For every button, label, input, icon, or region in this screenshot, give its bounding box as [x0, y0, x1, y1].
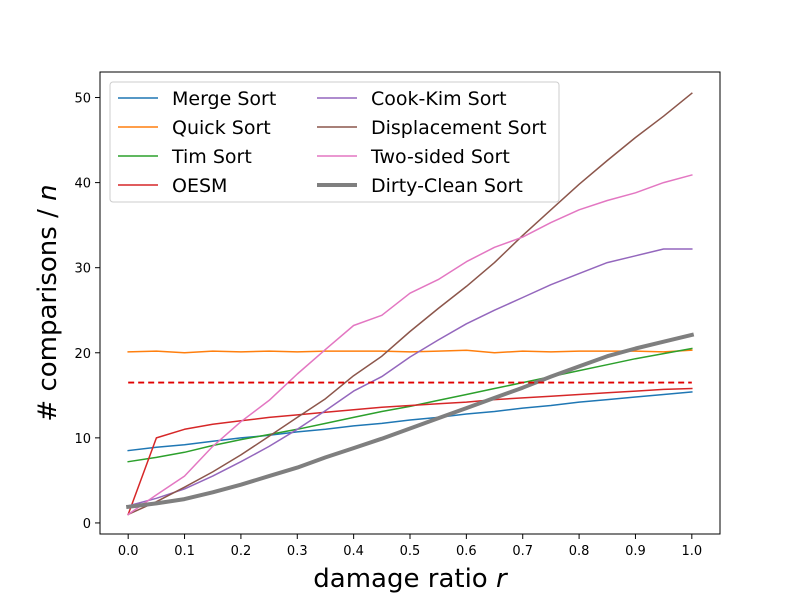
legend-label-displacement-sort: Displacement Sort [371, 117, 547, 139]
x-tick-label: 0.8 [569, 544, 590, 559]
y-tick-label: 0 [83, 517, 91, 532]
series-line-cook-kim-sort [127, 248, 693, 507]
y-tick-label: 40 [74, 177, 91, 192]
series-line-displacement-sort [127, 92, 693, 516]
x-tick-label: 0.3 [287, 544, 308, 559]
series-line-two-sided-sort [127, 174, 693, 516]
plot-lines [125, 92, 695, 516]
x-tick-label: 0.0 [118, 544, 139, 559]
x-tick-label: 0.1 [174, 544, 195, 559]
legend-label-quick-sort: Quick Sort [172, 117, 271, 139]
legend-label-cook-kim-sort: Cook-Kim Sort [371, 88, 507, 110]
legend-label-merge-sort: Merge Sort [172, 88, 276, 110]
y-tick-label: 50 [74, 92, 91, 107]
x-axis-label: damage ratio r [313, 564, 509, 594]
x-axis: 0.0 0.1 0.2 0.3 0.4 0.5 0.6 0.7 0.8 0.9 1.0 [118, 534, 702, 559]
legend-label-dirty-clean-sort: Dirty-Clean Sort [371, 175, 523, 197]
x-tick-label: 0.6 [456, 544, 477, 559]
series-line-quick-sort [127, 349, 693, 354]
x-axis-variable: r [496, 564, 509, 594]
x-tick-label: 0.4 [343, 544, 364, 559]
x-tick-label: 0.9 [625, 544, 646, 559]
y-axis-variable: n [33, 184, 63, 200]
y-axis-label: # comparisons / n [33, 184, 63, 421]
x-tick-label: 1.0 [681, 544, 702, 559]
series-line-merge-sort [127, 391, 693, 452]
y-tick-label: 30 [74, 262, 91, 277]
y-tick-label: 20 [74, 347, 91, 362]
series-line-oesm [127, 387, 693, 516]
series-line-dirty-clean-sort [125, 332, 695, 510]
y-axis: 0 10 20 30 40 50 [74, 92, 100, 532]
x-tick-label: 0.2 [231, 544, 252, 559]
series-line-tim-sort [127, 347, 693, 463]
x-tick-label: 0.7 [512, 544, 533, 559]
x-tick-label: 0.5 [400, 544, 421, 559]
legend-label-tim-sort: Tim Sort [171, 146, 252, 168]
legend-label-two-sided-sort: Two-sided Sort [370, 146, 510, 168]
legend-label-oesm: OESM [172, 175, 227, 197]
legend-box [109, 81, 560, 203]
legend: Merge Sort Quick Sort Tim Sort OESM Cook-Kim… [109, 81, 560, 203]
y-tick-label: 10 [74, 432, 91, 447]
